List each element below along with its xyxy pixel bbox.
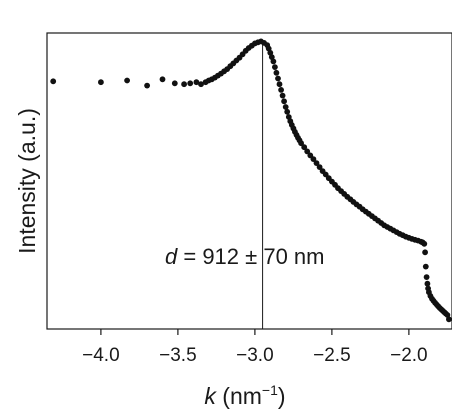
data-point	[98, 79, 104, 86]
data-point	[422, 249, 428, 256]
x-tick-label: −3.5	[159, 345, 197, 366]
data-points	[50, 38, 452, 323]
plot-frame	[46, 32, 452, 330]
data-point	[181, 81, 188, 88]
data-point	[310, 156, 317, 163]
data-point	[423, 274, 430, 280]
data-point	[446, 316, 452, 323]
annotation-label: d = 912 ± 70 nm	[165, 244, 324, 269]
data-point	[304, 148, 311, 155]
data-point	[279, 92, 286, 99]
data-point	[282, 104, 289, 110]
data-point	[144, 82, 151, 89]
x-tick-label: −4.0	[82, 345, 120, 366]
data-point	[313, 160, 320, 167]
x-tick-label: −2.5	[313, 345, 351, 366]
data-point	[298, 140, 304, 147]
data-point	[159, 76, 166, 83]
data-point	[124, 77, 130, 84]
data-point	[270, 58, 277, 65]
data-point	[198, 81, 204, 88]
data-point	[278, 87, 284, 93]
data-point	[187, 80, 194, 87]
data-point	[272, 64, 278, 70]
data-point	[273, 69, 280, 76]
x-tick-label: −2.0	[390, 345, 428, 366]
data-point	[316, 164, 323, 171]
data-point	[421, 240, 428, 247]
data-point	[422, 263, 429, 270]
data-point	[193, 79, 200, 86]
data-point	[284, 108, 291, 115]
data-point	[275, 75, 281, 82]
data-point	[171, 80, 178, 87]
data-point	[50, 78, 57, 85]
x-axis-ticks	[100, 329, 410, 335]
data-point	[281, 98, 287, 105]
y-axis-label: Intensity (a.u.)	[14, 108, 40, 254]
data-point	[276, 81, 283, 88]
x-tick-label: −3.0	[236, 345, 274, 366]
x-axis-tick-labels: −4.0 −3.5 −3.0 −2.5 −2.0	[82, 345, 428, 366]
x-axis-label: k (nm−1)	[204, 382, 285, 409]
data-point	[301, 144, 308, 151]
data-point	[424, 280, 431, 287]
